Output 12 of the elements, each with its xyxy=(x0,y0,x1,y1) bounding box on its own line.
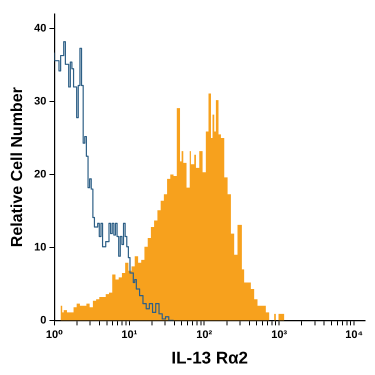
y-tick-label: 20 xyxy=(34,168,46,181)
x-tick-label: 10⁴ xyxy=(345,329,363,342)
y-axis-title: Relative Cell Number xyxy=(9,87,26,248)
y-tick-label: 30 xyxy=(34,96,46,108)
y-tick-label: 40 xyxy=(34,22,46,35)
y-tick-label: 10 xyxy=(34,241,46,254)
x-tick-label: 10¹ xyxy=(121,329,138,342)
x-tick-label: 10⁰ xyxy=(46,329,64,342)
x-tick-label: 10² xyxy=(196,329,213,342)
x-tick-label: 10³ xyxy=(271,329,288,342)
y-tick-label: 0 xyxy=(40,314,46,326)
x-axis-title: IL-13 Rα2 xyxy=(171,348,248,368)
